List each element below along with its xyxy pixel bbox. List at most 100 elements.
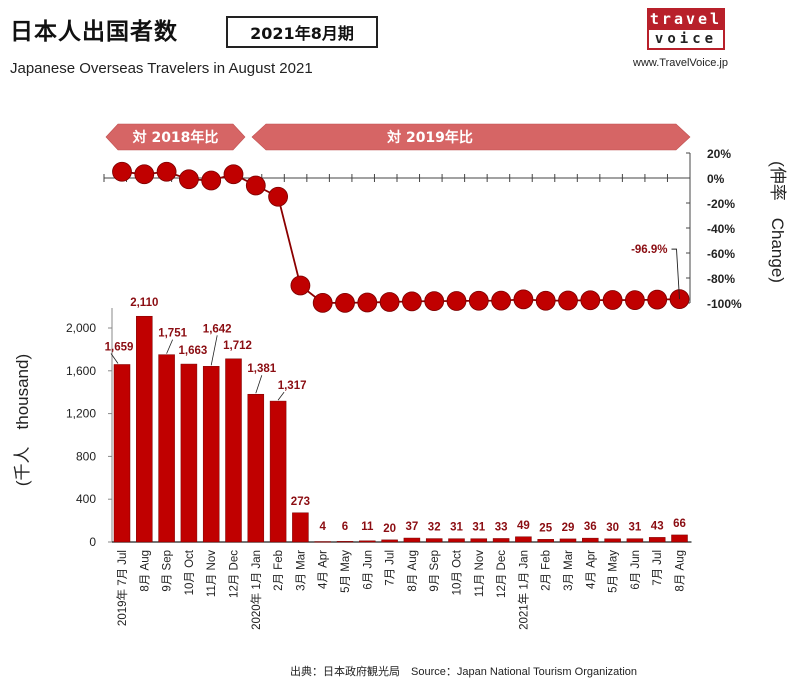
bar-data-label: 36 xyxy=(584,521,597,533)
change-annotation: -96.9% xyxy=(631,244,667,256)
bar-y-tick-label: 400 xyxy=(76,492,96,506)
change-point xyxy=(268,186,289,207)
change-point xyxy=(201,170,222,191)
category-label: 2021年 1月 Jan xyxy=(516,550,530,630)
bar xyxy=(470,538,488,543)
change-point xyxy=(513,289,534,310)
change-point xyxy=(223,164,244,185)
category-label: 2月 Feb xyxy=(273,550,285,591)
category-label: 12月 Dec xyxy=(229,550,241,598)
change-point xyxy=(134,164,155,185)
bar xyxy=(314,541,331,543)
category-label: 11月 Nov xyxy=(474,550,486,597)
bar xyxy=(136,315,153,543)
bar-data-label: 25 xyxy=(539,522,552,534)
category-label: 3月 Mar xyxy=(563,550,575,591)
category-label: 5月 May xyxy=(340,550,352,593)
line-y-tick-label: -40% xyxy=(707,222,735,236)
category-label: 10月 Oct xyxy=(184,549,196,595)
change-point xyxy=(535,290,556,311)
bar-data-label: 31 xyxy=(450,522,463,534)
category-label: 7月 Jul xyxy=(652,550,664,586)
category-label: 2月 Feb xyxy=(541,550,553,591)
comparison-banners: 対 2018年比 対 2019年比 xyxy=(105,123,691,151)
bar-data-label: 1,642 xyxy=(203,323,232,335)
change-point xyxy=(424,291,445,312)
bar xyxy=(202,366,220,543)
category-label: 7月 Jul xyxy=(385,550,397,586)
bar xyxy=(671,534,688,543)
bar-data-label: 32 xyxy=(428,522,441,534)
bar xyxy=(537,539,554,543)
change-point xyxy=(625,290,645,311)
bar-label-leader xyxy=(277,391,285,401)
bar xyxy=(559,538,577,543)
bar-data-label: 66 xyxy=(673,518,686,530)
change-point xyxy=(357,292,378,313)
change-point xyxy=(379,292,400,312)
bar-axis-title: (千人 thousand) xyxy=(13,354,32,486)
bar xyxy=(582,537,599,543)
change-line xyxy=(121,170,680,304)
bar xyxy=(113,364,131,543)
change-point xyxy=(401,291,422,312)
bar-data-label: 1,712 xyxy=(223,340,252,352)
bar xyxy=(604,538,621,543)
change-point xyxy=(602,290,623,310)
bar-data-label: 273 xyxy=(291,496,310,508)
bar-data-label: 1,317 xyxy=(278,380,307,392)
bar-data-label: 31 xyxy=(629,522,642,534)
category-label: 4月 Apr xyxy=(585,550,597,589)
bar-data-label: 20 xyxy=(383,523,396,535)
bar-data-label: 4 xyxy=(319,521,326,533)
category-label: 10月 Oct xyxy=(452,549,464,595)
logo-bottom-text: voice xyxy=(647,30,725,50)
category-label: 6月 Jun xyxy=(630,550,642,590)
category-label: 5月 May xyxy=(608,550,620,593)
change-point xyxy=(245,175,266,196)
bar-y-tick-label: 0 xyxy=(89,535,96,549)
bar xyxy=(269,400,287,543)
bar-data-label: 30 xyxy=(606,522,619,534)
change-axis: 20% 0% -20% -40% -60% -80% -100% xyxy=(103,147,742,311)
change-point xyxy=(468,290,489,311)
bar xyxy=(648,537,666,543)
title-japanese: 日本人出国者数 xyxy=(10,19,178,45)
bar xyxy=(158,354,175,543)
category-label: 9月 Sep xyxy=(162,550,174,592)
logo-top-text: travel xyxy=(647,8,725,30)
bar-data-label: 1,663 xyxy=(179,345,208,357)
bar xyxy=(247,393,265,543)
bar xyxy=(626,538,644,543)
category-label: 2020年 1月 Jan xyxy=(249,550,263,630)
bar-data-label: 29 xyxy=(562,522,575,534)
change-point xyxy=(491,290,512,311)
bar xyxy=(180,363,198,543)
category-label: 2019年 7月 Jul xyxy=(115,550,129,626)
bar xyxy=(448,538,465,543)
bar-label-leader xyxy=(166,339,173,354)
category-label: 3月 Mar xyxy=(295,550,307,591)
line-y-tick-label: -100% xyxy=(707,297,742,311)
bar-label-leader xyxy=(210,335,218,366)
category-label: 9月 Sep xyxy=(429,550,441,592)
combo-chart: 対 2018年比 対 2019年比 20% 0% -20% -40% -60% -80% -1… xyxy=(13,123,787,630)
bar-label-leader xyxy=(110,353,119,364)
bar xyxy=(381,539,398,543)
bar xyxy=(225,358,242,543)
category-label: 12月 Dec xyxy=(496,550,508,598)
category-labels: 2019年 7月 Jul 8月 Aug 9月 Sep 10月 Oct 11月 Nov 12… xyxy=(115,549,687,630)
change-point xyxy=(156,161,177,182)
bar-data-label: 1,751 xyxy=(158,328,187,340)
change-line-series: -96.9% xyxy=(112,161,690,313)
change-point xyxy=(335,292,355,313)
bar-y-tick-label: 1,200 xyxy=(66,407,96,421)
change-point xyxy=(580,290,601,311)
bar xyxy=(403,537,421,543)
change-point xyxy=(312,292,333,313)
bar-data-label: 31 xyxy=(472,522,485,534)
bar-series xyxy=(113,315,688,543)
bar-data-labels: 1,659 2,110 1,751 1,663 1,642 1,712 1,3811,317… xyxy=(105,297,686,535)
bar-data-label: 1,381 xyxy=(247,363,276,375)
travelvoice-logo: travel voice xyxy=(647,8,725,52)
